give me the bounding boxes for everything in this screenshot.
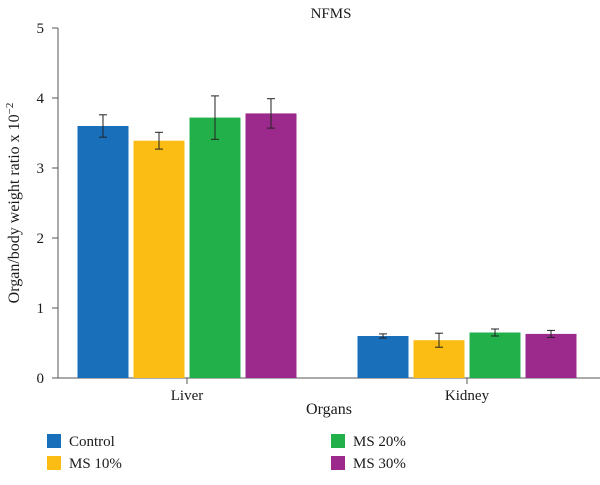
y-axis-title-text: Organ/body weight ratio x 10 [6, 114, 23, 303]
x-tick-label-kidney: Kidney [445, 388, 490, 404]
y-tick-label: 1 [37, 301, 45, 317]
bar-ms-30--kidney [525, 333, 577, 378]
legend-swatch-control [47, 434, 61, 448]
bar-ms-20--liver [189, 117, 241, 378]
x-tick-label-liver: Liver [171, 388, 203, 404]
x-ticks: Liver Kidney [171, 378, 490, 404]
chart-title: NFMS [311, 6, 352, 22]
legend-label-ms-20-: MS 20% [353, 434, 406, 450]
bar-ms-20--kidney [469, 332, 521, 378]
y-tick-label: 5 [37, 21, 45, 37]
y-tick-label: 2 [37, 231, 45, 247]
legend-swatch-ms-30- [331, 456, 345, 470]
legend-swatch-ms-10- [47, 456, 61, 470]
y-ticks: 0 1 2 3 4 5 [37, 21, 58, 387]
y-tick-label: 4 [37, 91, 45, 107]
bar-control-liver [77, 126, 129, 378]
y-tick-label: 0 [37, 371, 45, 387]
y-axis-title-exponent: −2 [4, 103, 16, 115]
legend: Control MS 10% MS 20% MS 30% [47, 434, 406, 472]
bar-ms-10--liver [133, 140, 185, 378]
y-axis-title: Organ/body weight ratio x 10−2 [4, 103, 23, 304]
legend-swatch-ms-20- [331, 434, 345, 448]
legend-label-ms-10-: MS 10% [69, 456, 122, 472]
x-axis-title: Organs [306, 401, 352, 418]
bar-ms-30--liver [245, 113, 297, 379]
bar-control-kidney [357, 336, 409, 378]
legend-label-control: Control [69, 434, 115, 450]
bars-group [77, 95, 577, 379]
y-tick-label: 3 [37, 161, 45, 177]
legend-label-ms-30-: MS 30% [353, 456, 406, 472]
